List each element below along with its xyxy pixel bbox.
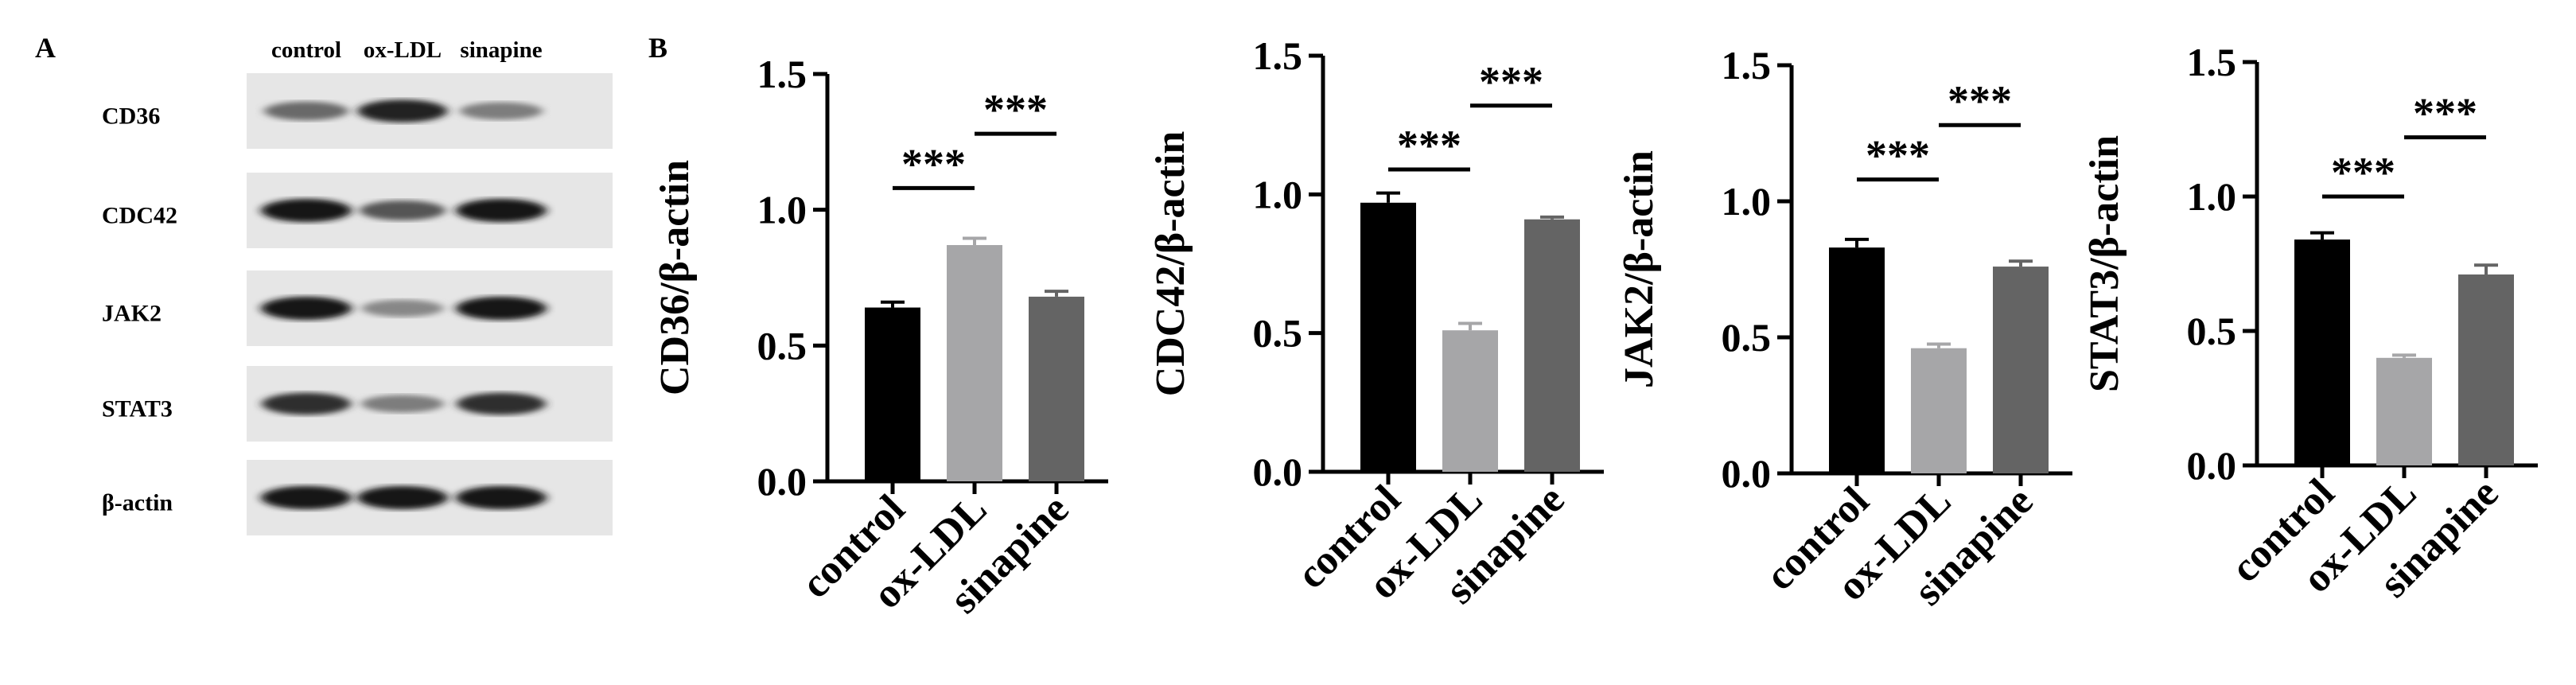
- panel-b-letter: B: [648, 32, 667, 64]
- protein-label-STAT3: STAT3: [102, 396, 173, 422]
- chart-2: CDC42/β-actin0.00.51.01.5controlox-LDLsi…: [1148, 33, 1604, 613]
- blot-band-STAT3-sinapine: [457, 392, 546, 415]
- y-tick-label: 1.5: [2187, 40, 2237, 84]
- blot-rows: CD36 CDC42 JAK2 STAT3 β-actin: [102, 73, 613, 535]
- lane-label-control: control: [271, 37, 341, 63]
- bar-ox-LDL: [2376, 357, 2432, 465]
- y-tick-label: 0.5: [757, 323, 807, 368]
- y-tick-label: 0.5: [2187, 309, 2237, 353]
- bar-sinapine: [2458, 274, 2514, 465]
- blot-band-CD36-sinapine: [460, 102, 543, 120]
- western-blot-panel: A control ox-LDL sinapine CD36 CDC42 JAK2 STA…: [35, 32, 613, 535]
- bar-control: [1829, 247, 1885, 473]
- blot-row-STAT3: STAT3: [102, 366, 613, 442]
- blot-band-CD36-control: [264, 101, 348, 121]
- blot-band-STAT3-control: [262, 392, 351, 415]
- significance-label: ***: [1479, 58, 1543, 106]
- y-tick-label: 0.5: [1253, 311, 1303, 356]
- y-tick-label: 0.0: [1253, 450, 1303, 494]
- chart-4: STAT3/β-actin0.00.51.01.5controlox-LDLsi…: [2082, 40, 2538, 606]
- y-tick-label: 1.0: [1253, 172, 1303, 216]
- blot-band-CDC42-sinapine: [456, 198, 547, 223]
- blot-band-β-actin-sinapine: [456, 485, 547, 510]
- protein-label-JAK2: JAK2: [102, 301, 161, 327]
- y-tick-label: 0.0: [757, 459, 807, 504]
- y-tick-label: 1.0: [757, 188, 807, 232]
- significance-label: ***: [1948, 77, 2012, 125]
- y-tick-label: 0.0: [1722, 451, 1772, 496]
- y-tick-label: 1.5: [1253, 33, 1303, 78]
- y-axis-title: JAK2/β-actin: [1617, 150, 1662, 388]
- blot-band-STAT3-ox-LDL: [361, 395, 444, 413]
- significance-label: ***: [1866, 132, 1930, 180]
- significance-label: ***: [2413, 90, 2477, 138]
- significance-label: ***: [1397, 122, 1461, 169]
- blot-band-JAK2-sinapine: [456, 296, 547, 321]
- lane-label-sinapine: sinapine: [460, 37, 542, 63]
- blot-row-JAK2: JAK2: [102, 270, 613, 346]
- blot-band-JAK2-ox-LDL: [361, 299, 444, 317]
- bar-charts: CD36/β-actin0.00.51.01.5controlox-LDLsin…: [652, 33, 2538, 622]
- bar-ox-LDL: [1442, 330, 1498, 472]
- y-tick-label: 1.5: [757, 52, 807, 96]
- chart-1: CD36/β-actin0.00.51.01.5controlox-LDLsin…: [652, 52, 1108, 622]
- y-tick-label: 0.5: [1722, 315, 1772, 360]
- blot-band-β-actin-control: [261, 485, 352, 510]
- bar-sinapine: [1524, 219, 1580, 472]
- y-tick-label: 0.0: [2187, 443, 2237, 488]
- blot-band-JAK2-control: [261, 296, 352, 321]
- blot-row-CDC42: CDC42: [102, 173, 613, 248]
- y-axis-title: CD36/β-actin: [652, 160, 698, 395]
- y-axis-title: STAT3/β-actin: [2082, 135, 2127, 392]
- blot-row-CD36: CD36: [102, 73, 613, 149]
- protein-label-CDC42: CDC42: [102, 203, 177, 229]
- blot-band-CDC42-control: [261, 198, 352, 223]
- bar-sinapine: [1993, 267, 2049, 473]
- y-tick-label: 1.0: [1722, 179, 1772, 224]
- chart-3: JAK2/β-actin0.00.51.01.5controlox-LDLsin…: [1617, 43, 2072, 614]
- y-tick-label: 1.5: [1722, 43, 1772, 88]
- bar-control: [1360, 202, 1416, 472]
- blot-band-CDC42-ox-LDL: [360, 200, 446, 221]
- bar-ox-LDL: [1911, 348, 1967, 473]
- bar-control: [865, 307, 920, 481]
- panel-a-letter: A: [35, 32, 56, 64]
- blot-row-β-actin: β-actin: [102, 460, 613, 535]
- blot-band-β-actin-ox-LDL: [357, 485, 448, 510]
- significance-label: ***: [983, 86, 1048, 134]
- significance-label: ***: [2331, 149, 2395, 197]
- blot-band-CD36-ox-LDL: [357, 99, 448, 123]
- bar-sinapine: [1029, 296, 1084, 481]
- y-tick-label: 1.0: [2187, 174, 2237, 219]
- y-axis-title: CDC42/β-actin: [1148, 131, 1193, 397]
- lane-labels: control ox-LDL sinapine: [271, 37, 543, 63]
- bar-control: [2294, 239, 2350, 465]
- protein-label-CD36: CD36: [102, 103, 160, 130]
- protein-label-β-actin: β-actin: [102, 490, 173, 516]
- bar-ox-LDL: [947, 245, 1002, 481]
- lane-label-ox-LDL: ox-LDL: [364, 37, 442, 63]
- significance-label: ***: [901, 140, 966, 188]
